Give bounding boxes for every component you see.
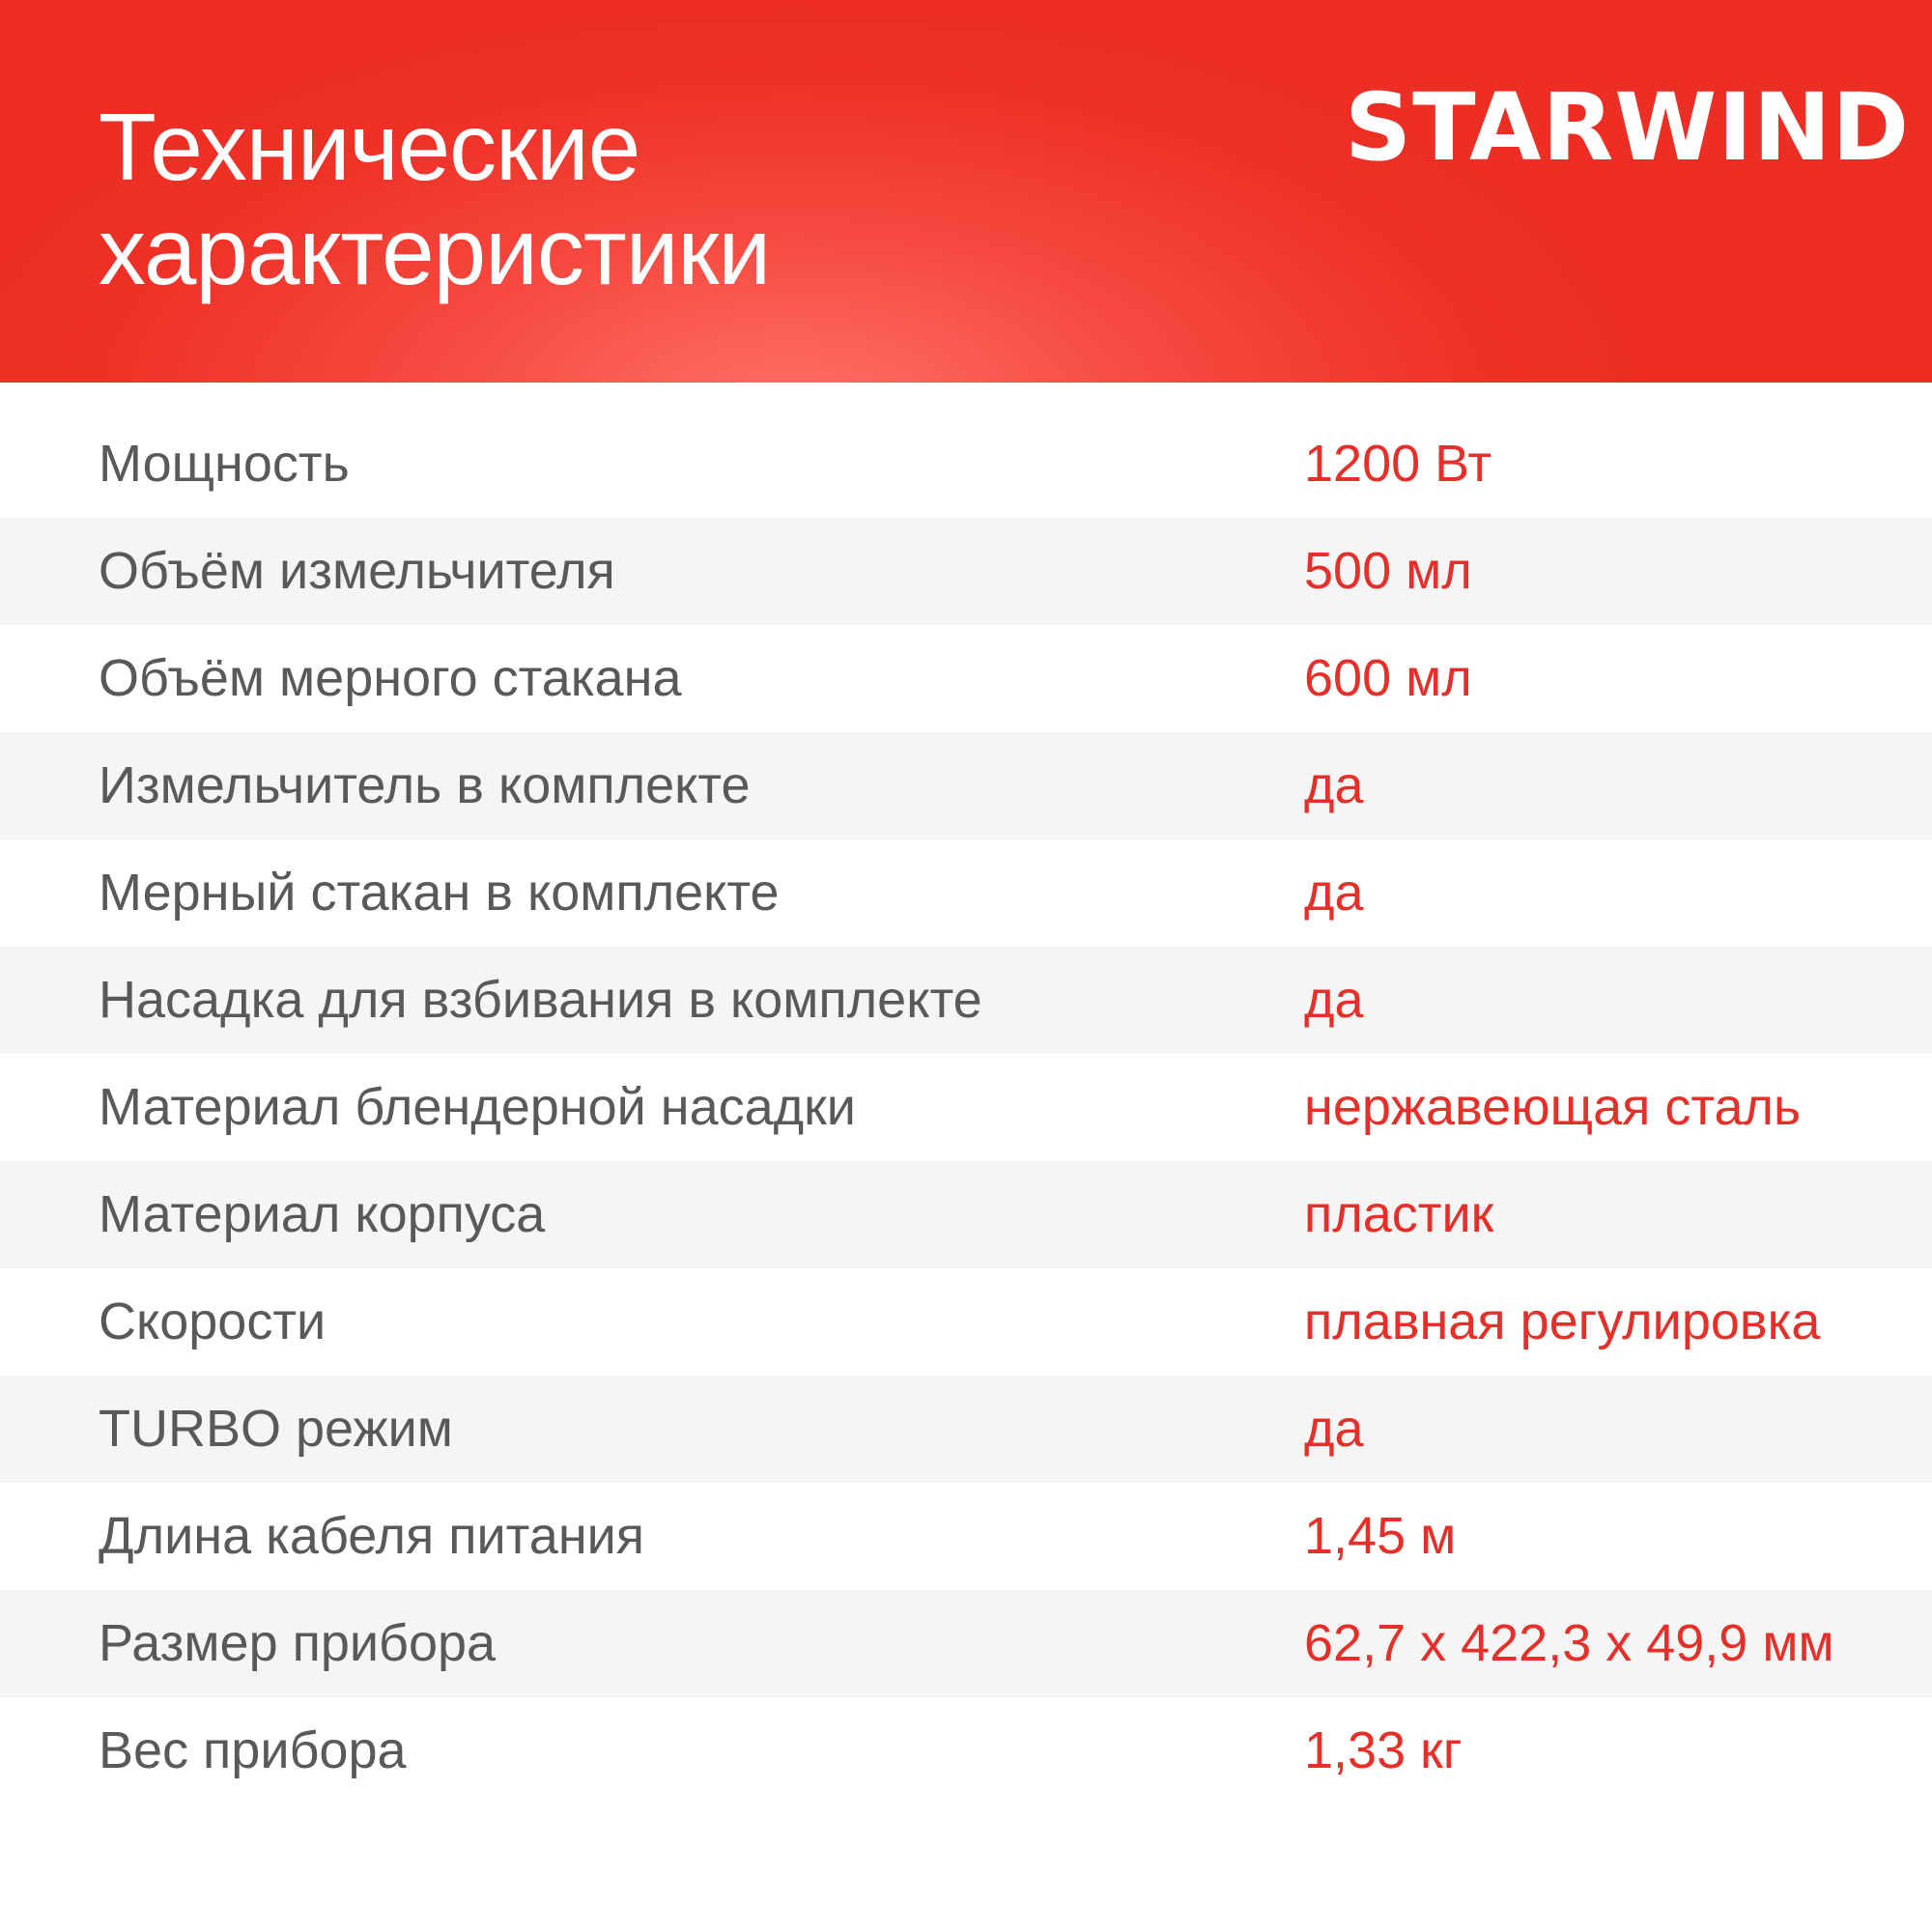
title-line-2: характеристики bbox=[99, 198, 771, 304]
spec-row: Скорости плавная регулировка bbox=[0, 1268, 1932, 1376]
spec-row: Материал блендерной насадки нержавеющая с… bbox=[0, 1054, 1932, 1161]
page-title: Технические характеристики bbox=[99, 94, 771, 304]
spec-value: пластик bbox=[1304, 1185, 1494, 1243]
spec-row: Насадка для взбивания в комплекте да bbox=[0, 947, 1932, 1054]
spec-label: Вес прибора bbox=[99, 1721, 407, 1779]
spec-label: Скорости bbox=[99, 1293, 327, 1350]
spec-row: Мощность 1200 Вт bbox=[0, 411, 1932, 518]
spec-value: да bbox=[1304, 756, 1364, 814]
spec-label: Объём измельчителя bbox=[99, 542, 615, 600]
spec-row: Размер прибора 62,7 x 422,3 x 49,9 мм bbox=[0, 1590, 1932, 1697]
spec-table: Мощность 1200 Вт Объём измельчителя 500 мл О… bbox=[0, 411, 1932, 1804]
spec-row: TURBO режим да bbox=[0, 1376, 1932, 1483]
spec-value: плавная регулировка bbox=[1304, 1293, 1821, 1350]
spec-row: Объём мерного стакана 600 мл bbox=[0, 625, 1932, 732]
spec-row: Объём измельчителя 500 мл bbox=[0, 518, 1932, 625]
spec-value: да bbox=[1304, 1400, 1364, 1458]
spec-value: 62,7 x 422,3 x 49,9 мм bbox=[1304, 1614, 1834, 1672]
spec-value: да bbox=[1304, 971, 1364, 1029]
spec-value: 500 мл bbox=[1304, 542, 1472, 600]
spec-value: 1,45 м bbox=[1304, 1507, 1457, 1565]
spec-label: Насадка для взбивания в комплекте bbox=[99, 971, 982, 1029]
spec-label: Материал блендерной насадки bbox=[99, 1078, 856, 1136]
spec-value: 1,33 кг bbox=[1304, 1721, 1463, 1779]
spec-label: TURBO режим bbox=[99, 1400, 453, 1458]
spec-row: Материал корпуса пластик bbox=[0, 1161, 1932, 1268]
header-banner: Технические характеристики STARWIND bbox=[0, 0, 1932, 383]
spec-value: 1200 Вт bbox=[1304, 435, 1492, 493]
spec-label: Объём мерного стакана bbox=[99, 649, 682, 707]
spec-label: Мощность bbox=[99, 435, 350, 493]
spec-value: 600 мл bbox=[1304, 649, 1472, 707]
title-line-1: Технические bbox=[99, 94, 640, 200]
spec-value: да bbox=[1304, 864, 1364, 922]
brand-logo: STARWIND bbox=[1345, 73, 1911, 182]
spec-label: Измельчитель в комплекте bbox=[99, 756, 751, 814]
spec-row: Измельчитель в комплекте да bbox=[0, 732, 1932, 839]
spec-label: Размер прибора bbox=[99, 1614, 497, 1672]
spec-label: Длина кабеля питания bbox=[99, 1507, 645, 1565]
spec-label: Мерный стакан в комплекте bbox=[99, 864, 780, 922]
spec-label: Материал корпуса bbox=[99, 1185, 546, 1243]
spec-row: Длина кабеля питания 1,45 м bbox=[0, 1483, 1932, 1590]
spec-value: нержавеющая сталь bbox=[1304, 1078, 1802, 1136]
spec-row: Вес прибора 1,33 кг bbox=[0, 1697, 1932, 1804]
spec-row: Мерный стакан в комплекте да bbox=[0, 839, 1932, 947]
